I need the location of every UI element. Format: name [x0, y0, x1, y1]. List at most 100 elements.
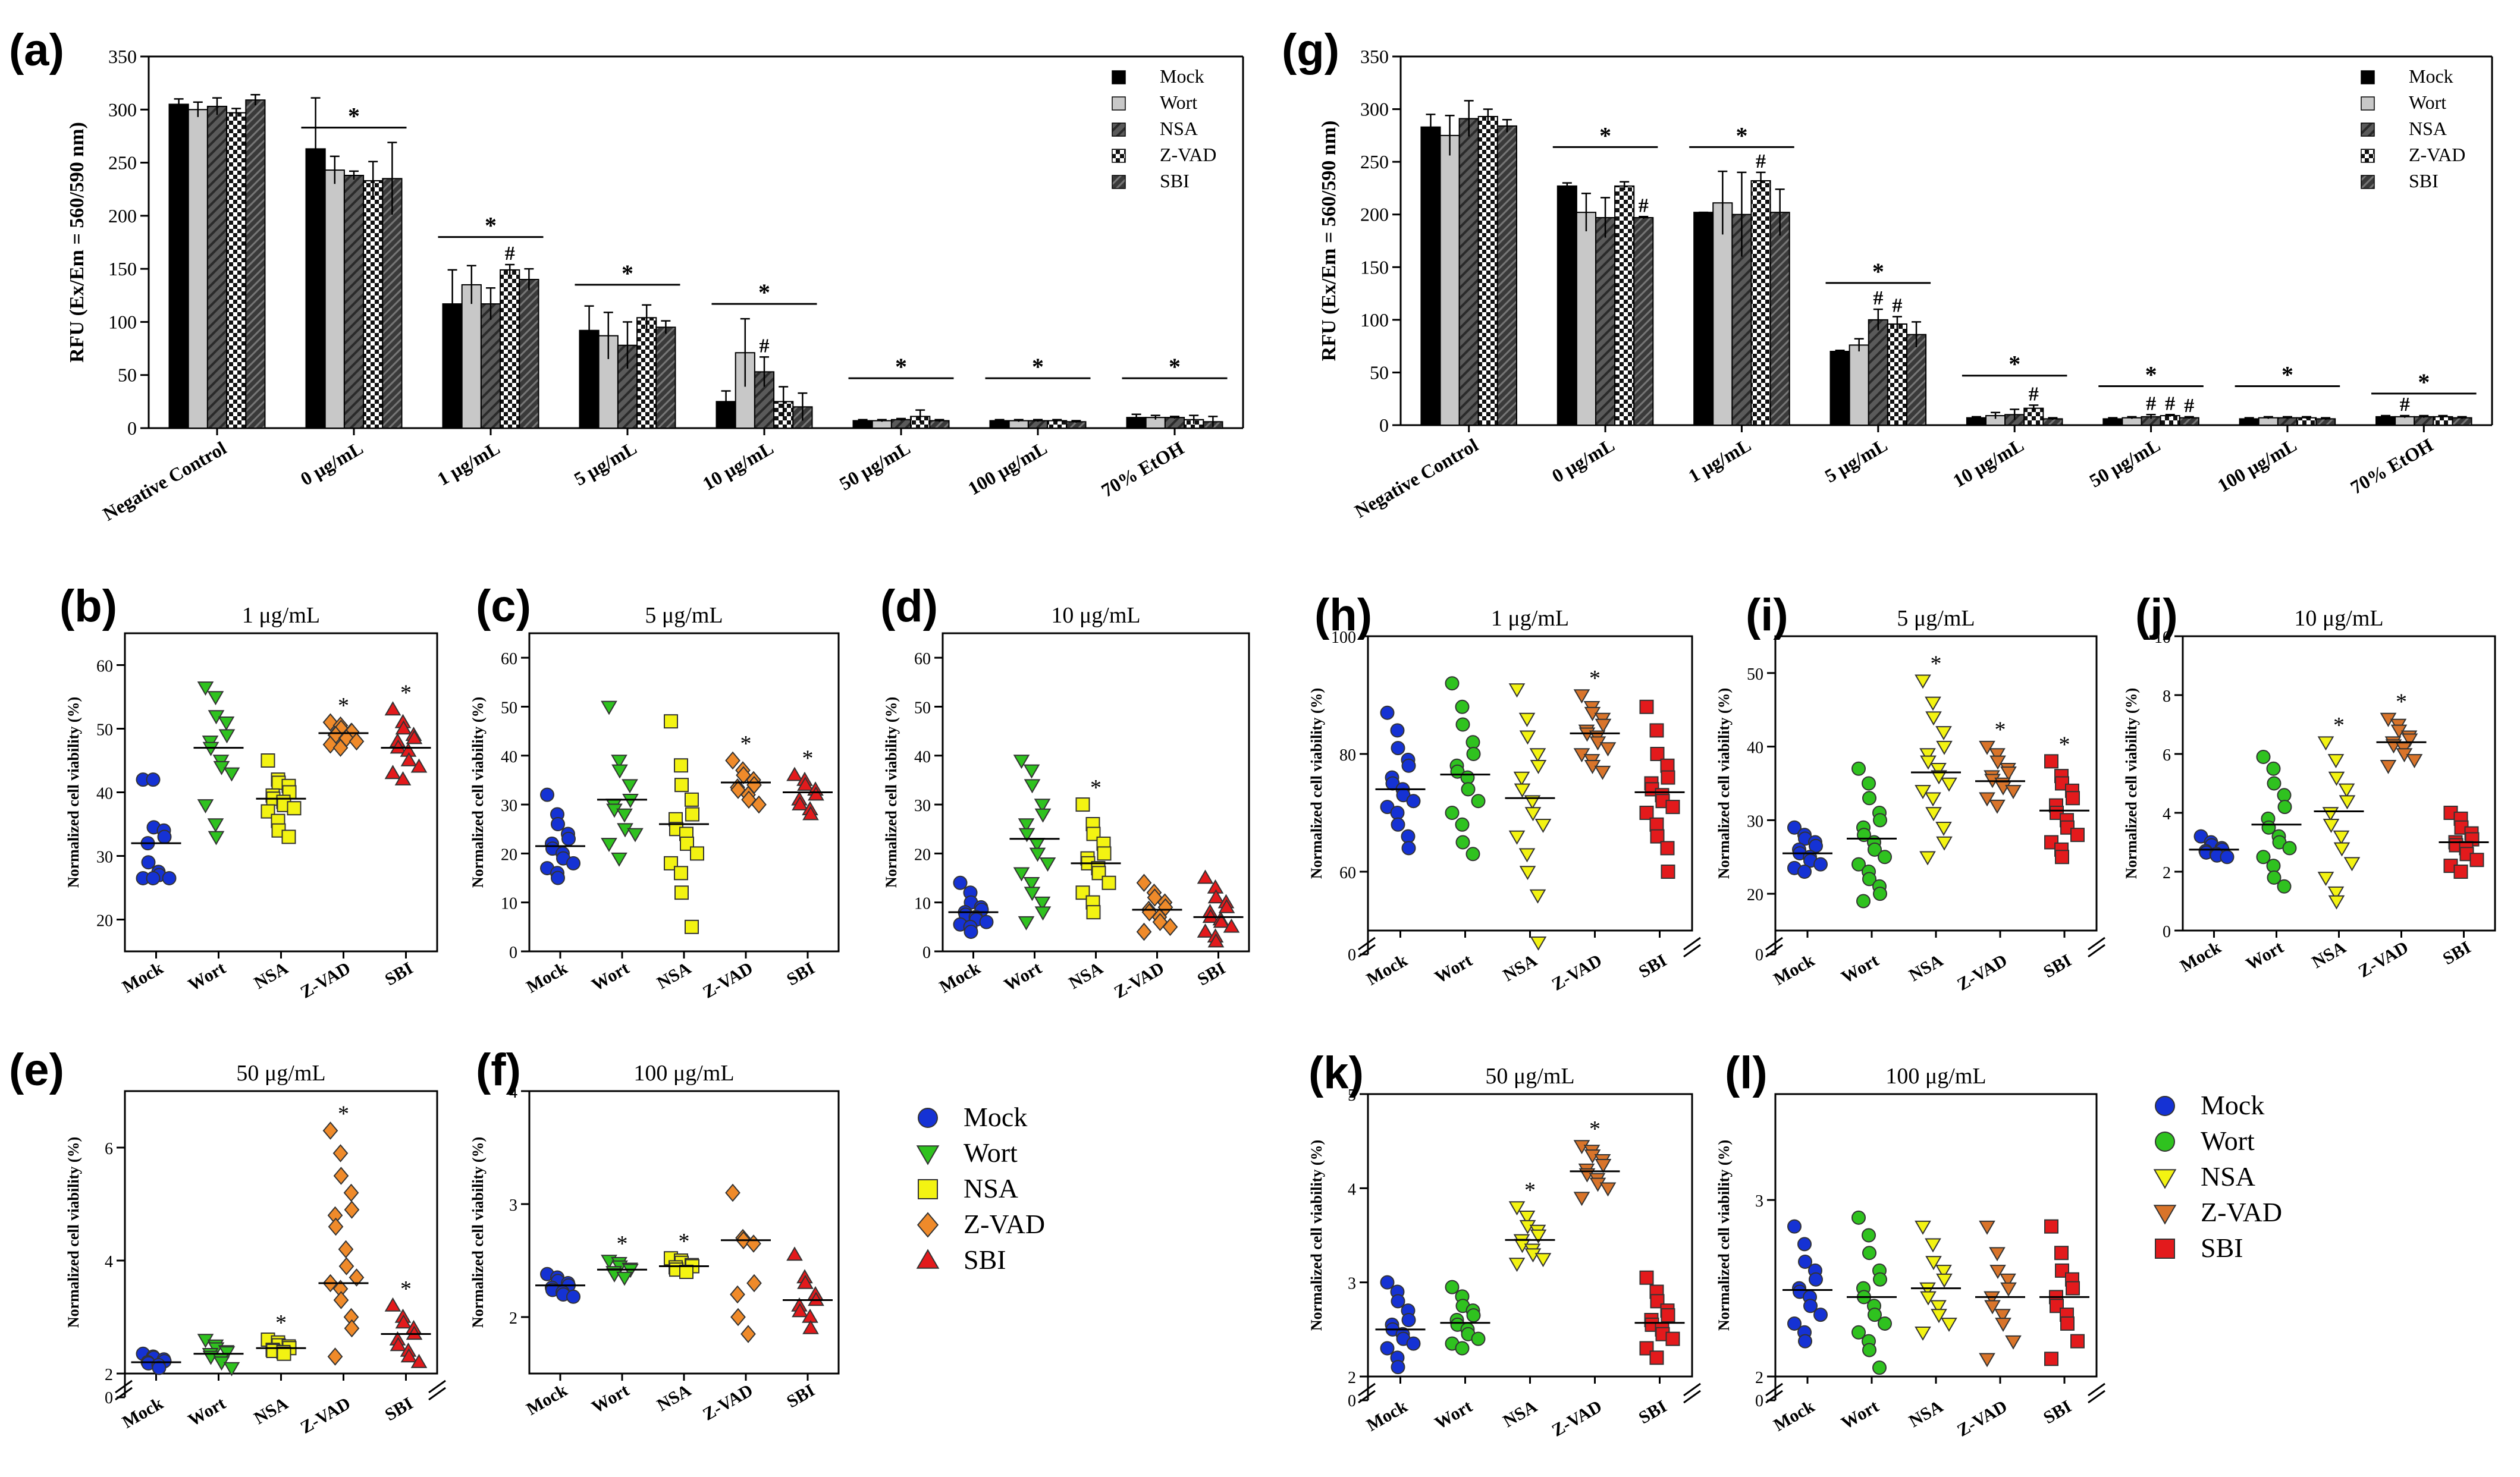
panel-i: (i) 20 30 40 50 Normalized cell viability (%)…	[1715, 590, 2105, 995]
data-point	[751, 795, 767, 814]
data-point	[1097, 846, 1112, 861]
y-tick-label: 150	[1360, 256, 1389, 278]
x-tick-label: Mock	[1363, 1396, 1411, 1435]
bar	[324, 169, 345, 429]
data-point	[1013, 867, 1030, 882]
data-point	[2005, 1335, 2022, 1350]
data-point	[338, 1240, 354, 1259]
data-point	[601, 838, 617, 853]
data-point	[2343, 857, 2361, 872]
y-axis-label: RFU (Ex/Em = 560/590 nm)	[66, 122, 88, 363]
axis-break-mark	[1683, 937, 1701, 951]
legend-swatch	[2361, 175, 2375, 189]
x-tick-label: 70% EtOH	[1097, 437, 1187, 501]
panel-letter: (a)	[9, 25, 64, 76]
data-point	[1218, 898, 1235, 913]
y-axis-label: Normalized cell viability (%)	[1715, 688, 1733, 879]
x-tick-label: NSA	[654, 1380, 695, 1415]
data-point	[1787, 1316, 1802, 1331]
data-point	[2054, 1246, 2069, 1261]
data-point	[616, 1271, 633, 1286]
panel-title: 10 μg/mL	[1051, 603, 1140, 628]
legend-marker	[2153, 1205, 2177, 1225]
significance-star: *	[802, 746, 814, 771]
y-tick-label: 50	[501, 699, 517, 717]
bar	[1458, 118, 1479, 426]
data-point	[1455, 817, 1470, 832]
bar	[2296, 417, 2317, 426]
data-point	[1508, 830, 1526, 845]
data-point	[1508, 1201, 1526, 1216]
panel-letter: (g)	[1282, 25, 1339, 76]
axis-break-mark	[2088, 1382, 2105, 1397]
data-point	[611, 852, 627, 867]
y-tick-label: 60	[914, 650, 931, 668]
bar	[636, 317, 657, 429]
axis-break-mark	[1358, 937, 1376, 951]
data-point	[1391, 817, 1405, 832]
data-point	[622, 779, 638, 794]
axis-break-mark	[115, 1379, 133, 1394]
significance-star: *	[338, 693, 349, 718]
data-point	[2322, 807, 2339, 822]
y-tick-label: 2	[2163, 864, 2171, 882]
data-point	[1936, 740, 1953, 755]
legend-marker	[2155, 1132, 2175, 1152]
panel-letter: (k)	[1308, 1048, 1364, 1098]
data-point	[333, 1167, 349, 1185]
data-point	[1787, 1219, 1802, 1234]
data-point	[1039, 857, 1056, 872]
x-tick-label: Mock	[2177, 937, 2224, 976]
data-point	[395, 1314, 412, 1329]
y-tick-label: 20	[914, 846, 931, 864]
data-point	[2044, 754, 2058, 769]
x-tick-label: SBI	[1636, 1396, 1670, 1428]
plot-frame	[1774, 635, 2098, 932]
x-tick-label: NSA	[251, 958, 292, 993]
data-point	[328, 1217, 344, 1236]
data-point	[1086, 905, 1101, 920]
panel-letter: (c)	[476, 581, 531, 631]
data-point	[2338, 783, 2355, 798]
data-point	[540, 787, 554, 802]
data-point	[1878, 850, 1892, 865]
plot-frame	[124, 632, 438, 953]
data-point	[1213, 913, 1230, 928]
data-point	[400, 1348, 418, 1363]
y-tick-label: 30	[914, 797, 931, 815]
data-point	[157, 829, 172, 844]
legend-label: NSA	[2201, 1161, 2255, 1192]
data-point	[410, 1353, 428, 1368]
bar	[2160, 415, 2180, 426]
data-point	[223, 1362, 240, 1377]
x-tick-label: 100 μg/mL	[2214, 434, 2300, 496]
legend-swatch	[1112, 70, 1126, 84]
panel-letter: (i)	[1746, 590, 1788, 640]
bar	[2023, 407, 2044, 426]
significance-star: *	[1589, 666, 1601, 691]
legend-label: SBI	[964, 1245, 1006, 1275]
data-point	[1524, 807, 1542, 822]
data-point	[2070, 1334, 2085, 1349]
bar	[2414, 416, 2434, 426]
x-tick-label: Z-VAD	[1549, 950, 1605, 994]
data-point	[338, 1257, 354, 1275]
data-point	[395, 720, 412, 735]
significance-star: *	[2333, 713, 2345, 738]
axis-break-mark	[2088, 1390, 2105, 1404]
significance-star: *	[1599, 122, 1611, 149]
legend-label: SBI	[1160, 170, 1190, 191]
bar	[519, 279, 539, 429]
x-tick-label: Negative Control	[99, 437, 230, 525]
y-tick-label: 4	[1348, 1180, 1356, 1199]
data-point	[616, 808, 633, 823]
y-tick-label: 0	[1755, 1392, 1763, 1410]
data-point	[679, 1265, 693, 1279]
data-point	[1529, 889, 1546, 904]
data-point	[1013, 755, 1030, 769]
y-tick-label: 8	[2163, 687, 2171, 706]
bar	[2277, 417, 2298, 426]
data-point	[1862, 1343, 1876, 1357]
x-tick-label: Z-VAD	[699, 958, 756, 1002]
data-point	[1455, 699, 1470, 714]
